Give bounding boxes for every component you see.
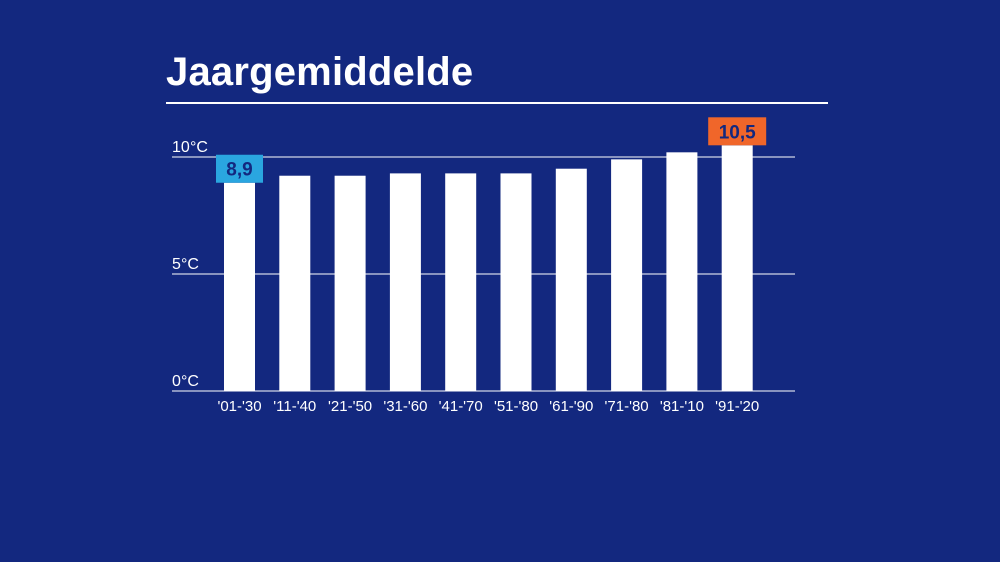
callout-first: 8,9 bbox=[216, 154, 263, 183]
bar-6 bbox=[555, 168, 587, 391]
value-callouts: 8,9 10,5 bbox=[216, 117, 767, 183]
x-tick-label: '71-'80 bbox=[605, 398, 649, 415]
bar-2 bbox=[334, 175, 366, 391]
y-tick-label: 10 bbox=[172, 139, 190, 156]
callout-value: 10,5 bbox=[719, 122, 756, 143]
bar-3 bbox=[389, 173, 421, 391]
x-tick-label: '21-'50 bbox=[328, 398, 372, 415]
bar-7 bbox=[611, 159, 643, 391]
bar-1 bbox=[279, 175, 311, 391]
callout-box bbox=[708, 117, 767, 146]
y-tick-unit: °C bbox=[181, 256, 199, 273]
y-tick-label: 5 bbox=[172, 256, 181, 273]
chart-title: Jaargemiddelde bbox=[166, 50, 474, 94]
callout-last: 10,5 bbox=[708, 117, 767, 146]
bar-9 bbox=[721, 145, 753, 391]
x-tick-label: '61-'90 bbox=[549, 398, 593, 415]
y-axis-ticks: 0 °C5 °C10 °C bbox=[172, 139, 208, 390]
x-tick-label: '41-'70 bbox=[439, 398, 483, 415]
bar-4 bbox=[445, 173, 477, 391]
x-tick-label: '01-'30 bbox=[217, 398, 261, 415]
bar-0 bbox=[224, 182, 255, 391]
callout-value: 8,9 bbox=[226, 160, 252, 181]
bar-5 bbox=[500, 173, 532, 391]
callout-box bbox=[216, 154, 263, 183]
y-tick-label: 0 bbox=[172, 373, 181, 390]
x-tick-label: '91-'20 bbox=[715, 398, 759, 415]
bars bbox=[224, 145, 753, 391]
x-tick-label: '81-'10 bbox=[660, 398, 704, 415]
gridlines bbox=[172, 156, 795, 392]
title-divider bbox=[166, 102, 828, 104]
x-axis-ticks: '01-'30 '11-'40 '21-'50 '31-'60 '41-'70 '51-'… bbox=[217, 398, 759, 415]
x-tick-label: '51-'80 bbox=[494, 398, 538, 415]
y-tick-unit: °C bbox=[181, 373, 199, 390]
x-tick-label: '31-'60 bbox=[383, 398, 427, 415]
bar-8 bbox=[666, 152, 698, 391]
x-tick-label: '11-'40 bbox=[273, 398, 316, 415]
y-tick-unit: °C bbox=[190, 139, 208, 156]
